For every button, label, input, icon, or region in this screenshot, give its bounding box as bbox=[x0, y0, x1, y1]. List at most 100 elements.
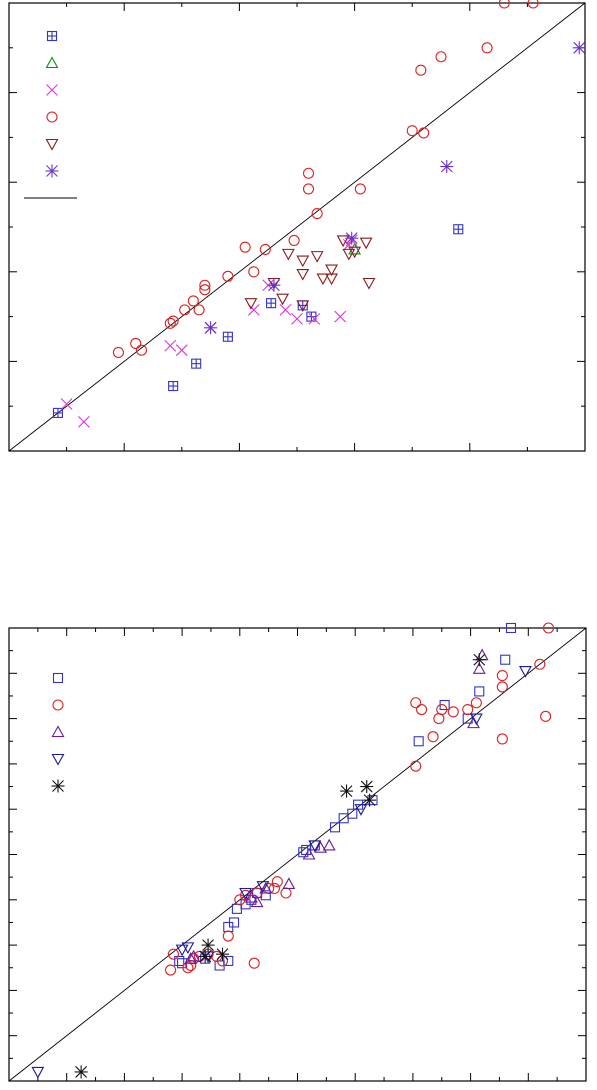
legend-marker-series-5 bbox=[51, 779, 65, 793]
data-point-series-5 bbox=[472, 653, 486, 667]
data-point-series-2 bbox=[271, 876, 283, 888]
data-point-series-5 bbox=[198, 949, 212, 963]
data-point-series-4 bbox=[469, 713, 483, 726]
data-point-series-2 bbox=[410, 760, 422, 772]
data-point-series-5 bbox=[342, 248, 356, 261]
data-point-series-3 bbox=[187, 949, 201, 962]
data-point-series-4 bbox=[259, 243, 271, 255]
data-point-series-2 bbox=[462, 703, 474, 716]
data-point-series-1 bbox=[168, 380, 179, 392]
data-point-series-3 bbox=[244, 890, 258, 903]
data-point-series-4 bbox=[481, 42, 493, 54]
data-point-series-4 bbox=[302, 167, 315, 179]
data-point-series-5 bbox=[363, 793, 377, 807]
legend-marker-series-2 bbox=[45, 56, 59, 69]
data-point-series-4 bbox=[222, 270, 234, 282]
data-point-series-4 bbox=[31, 1066, 45, 1079]
data-point-series-6 bbox=[204, 321, 218, 335]
data-point-series-2 bbox=[470, 697, 482, 709]
data-point-series-4 bbox=[311, 208, 323, 220]
data-point-series-1 bbox=[228, 917, 240, 928]
data-point-series-2 bbox=[410, 697, 422, 709]
data-point-series-4 bbox=[518, 665, 532, 678]
data-points bbox=[31, 622, 555, 1079]
legend-marker-series-6 bbox=[45, 164, 59, 178]
data-point-series-3 bbox=[334, 310, 347, 323]
data-point-series-4 bbox=[527, 0, 539, 9]
data-point-series-4 bbox=[498, 0, 510, 9]
data-point-series-2 bbox=[534, 658, 546, 670]
data-point-series-1 bbox=[329, 822, 341, 833]
data-point-series-6 bbox=[572, 41, 586, 55]
data-point-series-5 bbox=[276, 293, 290, 306]
data-point-series-2 bbox=[433, 713, 445, 725]
data-point-series-2 bbox=[496, 681, 508, 693]
data-point-series-2 bbox=[427, 731, 439, 743]
data-point-series-3 bbox=[302, 847, 316, 860]
data-point-series-4 bbox=[175, 944, 189, 957]
data-point-series-5 bbox=[281, 248, 295, 261]
data-point-series-2 bbox=[542, 622, 555, 634]
data-point-series-1 bbox=[223, 955, 234, 967]
data-point-series-3 bbox=[184, 952, 198, 964]
data-point-series-6 bbox=[267, 278, 281, 292]
data-point-series-4 bbox=[354, 183, 366, 195]
data-point-series-1 bbox=[500, 654, 511, 665]
one-to-one-line bbox=[8, 627, 587, 1082]
data-point-series-5 bbox=[296, 268, 310, 281]
data-point-series-5 bbox=[310, 251, 324, 263]
data-point-series-4 bbox=[135, 344, 148, 356]
data-point-series-1 bbox=[505, 622, 517, 634]
data-point-series-4 bbox=[435, 51, 447, 63]
data-point-series-4 bbox=[308, 840, 322, 853]
top-scatter-panel bbox=[8, 0, 586, 452]
data-point-series-3 bbox=[314, 841, 328, 853]
legend-marker-series-2 bbox=[52, 699, 64, 711]
data-point-series-3 bbox=[60, 398, 73, 410]
data-point-series-4 bbox=[187, 295, 199, 307]
data-point-series-1 bbox=[191, 358, 202, 369]
data-point-series-5 bbox=[201, 938, 215, 952]
data-point-series-2 bbox=[240, 889, 252, 901]
data-point-series-4 bbox=[164, 317, 176, 329]
data-point-series-2 bbox=[280, 887, 292, 899]
data-point-series-5 bbox=[316, 273, 330, 286]
data-point-series-2 bbox=[496, 670, 508, 682]
data-point-series-4 bbox=[354, 804, 368, 816]
data-point-series-5 bbox=[296, 300, 310, 313]
data-points bbox=[52, 0, 586, 428]
data-point-series-1 bbox=[174, 955, 185, 967]
data-point-series-2 bbox=[496, 733, 508, 745]
data-point-series-2 bbox=[167, 948, 179, 960]
data-point-series-4 bbox=[256, 881, 270, 893]
data-point-series-4 bbox=[179, 304, 191, 316]
data-point-series-1 bbox=[222, 331, 233, 342]
data-point-series-3 bbox=[308, 312, 321, 325]
data-point-series-1 bbox=[266, 298, 277, 309]
data-point-series-1 bbox=[52, 407, 64, 418]
data-point-series-3 bbox=[472, 662, 486, 674]
data-point-series-5 bbox=[336, 235, 350, 248]
bottom-scatter-panel bbox=[8, 622, 587, 1082]
data-point-series-2 bbox=[165, 964, 177, 976]
data-point-series-5 bbox=[267, 277, 281, 290]
data-point-series-3 bbox=[322, 838, 336, 851]
data-point-series-5 bbox=[325, 273, 338, 286]
data-point-series-4 bbox=[239, 887, 253, 900]
data-point-series-2 bbox=[248, 957, 260, 969]
data-point-series-3 bbox=[291, 312, 303, 325]
data-point-series-2 bbox=[222, 930, 234, 942]
data-point-series-5 bbox=[215, 947, 229, 961]
data-point-series-3 bbox=[77, 415, 90, 428]
data-point-series-4 bbox=[406, 125, 418, 137]
axis-ticks bbox=[8, 2, 586, 452]
legend-marker-series-1 bbox=[46, 30, 58, 42]
legend-marker-series-1 bbox=[52, 672, 64, 684]
data-point-series-3 bbox=[467, 716, 480, 729]
data-point-series-4 bbox=[415, 64, 427, 76]
data-point-series-5 bbox=[340, 784, 354, 798]
data-point-series-3 bbox=[175, 344, 188, 357]
data-point-series-5 bbox=[348, 246, 362, 259]
data-point-series-4 bbox=[199, 279, 211, 291]
